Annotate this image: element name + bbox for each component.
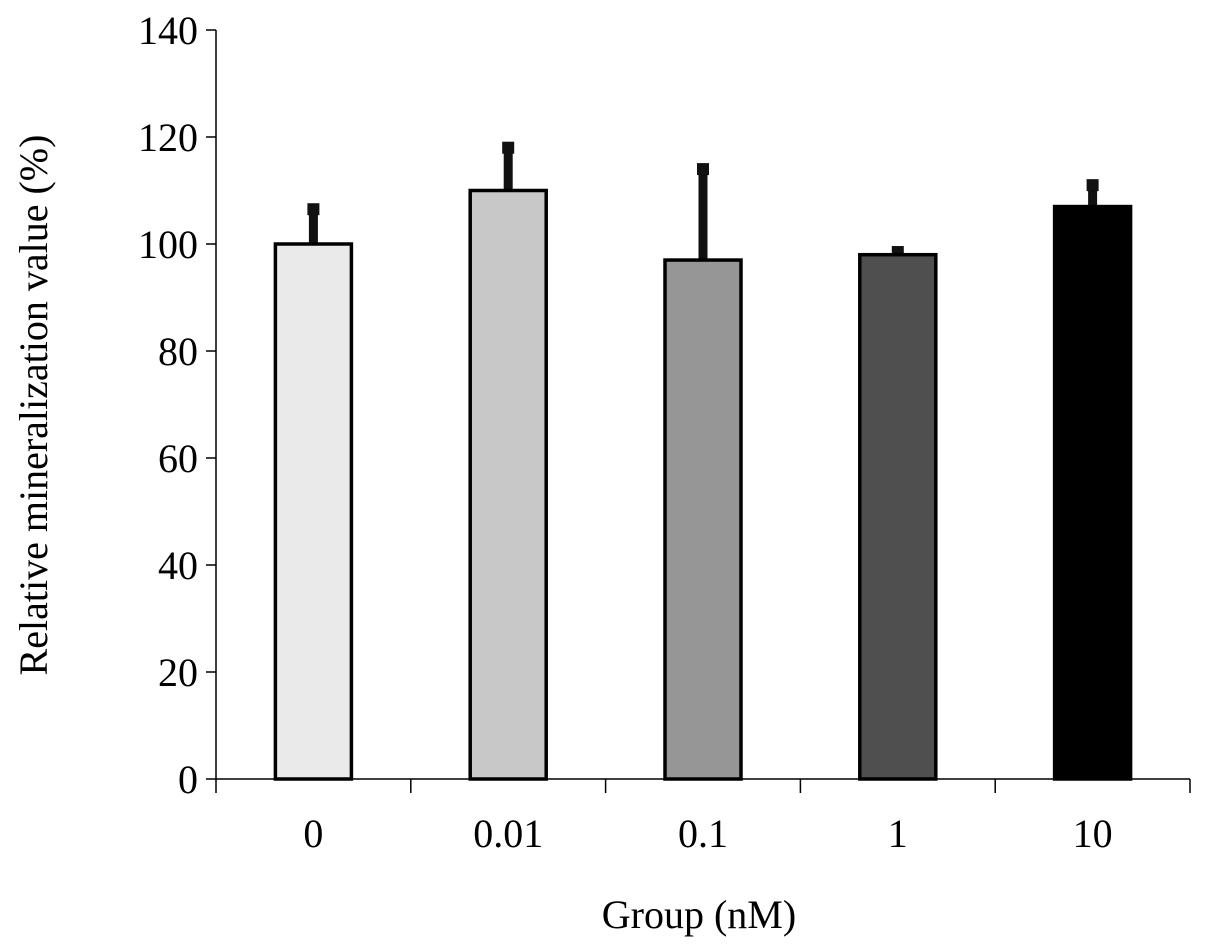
x-tick-label: 1 <box>888 811 908 856</box>
y-tick-label: 120 <box>138 115 198 160</box>
x-axis-label: Group (nM) <box>602 892 796 937</box>
bar-0.01 <box>468 188 548 781</box>
y-tick-label: 0 <box>178 757 198 802</box>
error-cap <box>697 163 709 176</box>
y-tick-label: 60 <box>158 436 198 481</box>
y-tick-label: 40 <box>158 543 198 588</box>
bar-10 <box>1052 204 1133 781</box>
bar-0.1 <box>663 258 743 781</box>
y-tick-label: 20 <box>158 650 198 695</box>
x-tick-label: 0.1 <box>678 811 728 856</box>
error-cap <box>307 203 320 216</box>
y-axis-label: Relative mineralization value (%) <box>11 135 56 676</box>
x-tick-label: 0 <box>303 811 323 856</box>
y-tick-label: 100 <box>138 222 198 267</box>
y-tick-label: 80 <box>158 329 198 374</box>
x-tick-label: 10 <box>1073 811 1113 856</box>
y-tick-label: 140 <box>138 8 198 53</box>
error-cap <box>502 141 515 154</box>
bar-0 <box>273 242 354 781</box>
bar-1 <box>858 252 938 781</box>
x-tick-label: 0.01 <box>473 811 543 856</box>
error-cap <box>1086 179 1099 192</box>
